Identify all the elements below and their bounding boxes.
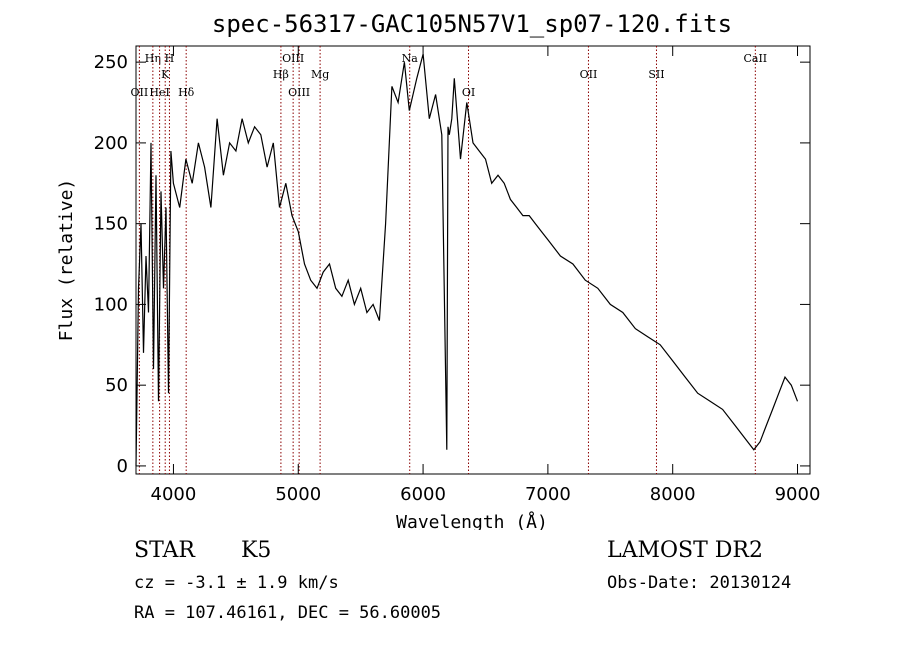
line-marker-label: HeI <box>149 86 169 99</box>
line-marker-label: OIII <box>282 52 304 65</box>
line-marker-label: K <box>161 68 170 81</box>
obs-date: Obs-Date: 20130124 <box>607 573 792 593</box>
coordinates-readout: RA = 107.46161, DEC = 56.60005 <box>134 603 442 623</box>
object-class: STAR <box>134 538 195 563</box>
y-tick-label: 100 <box>94 294 128 315</box>
x-tick-label: 7000 <box>525 484 571 505</box>
line-marker-label: OII <box>131 86 149 99</box>
redshift-readout: cz = -3.1 ± 1.9 km/s <box>134 573 339 593</box>
line-marker-label: Hβ <box>273 68 289 81</box>
y-tick-label: 0 <box>117 456 128 477</box>
line-marker-label: Hδ <box>178 86 195 99</box>
x-tick-label: 5000 <box>275 484 321 505</box>
line-marker-label: Mg <box>311 68 329 81</box>
line-marker-label: SII <box>648 68 664 81</box>
survey-name: LAMOST DR2 <box>607 538 763 563</box>
y-axis-label: Flux (relative) <box>56 179 77 342</box>
line-marker-label: OII <box>580 68 598 81</box>
x-tick-label: 4000 <box>151 484 197 505</box>
object-subclass: K5 <box>241 538 272 563</box>
y-tick-label: 150 <box>94 214 128 235</box>
x-tick-label: 6000 <box>400 484 446 505</box>
y-tick-label: 50 <box>105 375 128 396</box>
line-marker-label: OIII <box>288 86 310 99</box>
line-marker-label: OI <box>462 86 475 99</box>
chart-title: spec-56317-GAC105N57V1_sp07-120.fits <box>212 10 732 38</box>
line-marker-label: Hη <box>145 52 161 65</box>
x-axis-label: Wavelength (Å) <box>396 511 548 530</box>
plot-frame <box>135 45 811 475</box>
line-marker-label: Na <box>402 52 419 65</box>
spectrum-layer <box>135 53 799 466</box>
x-tick-label: 9000 <box>775 484 821 505</box>
line-marker-label: H <box>165 52 175 65</box>
x-tick-label: 8000 <box>650 484 696 505</box>
spectrum-line <box>135 53 799 466</box>
y-tick-label: 250 <box>94 52 128 73</box>
spectrum-chart: spec-56317-GAC105N57V1_sp07-120.fits OII… <box>56 10 821 530</box>
y-tick-label: 200 <box>94 133 128 154</box>
line-marker-label: CaII <box>743 52 767 65</box>
